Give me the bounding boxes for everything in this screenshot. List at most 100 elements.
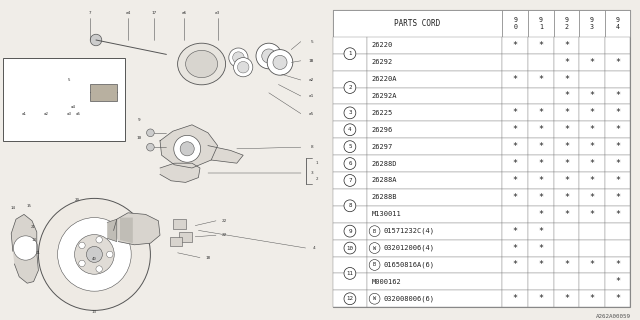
- Circle shape: [33, 83, 60, 109]
- Text: 7: 7: [348, 178, 351, 183]
- Bar: [579, 87, 605, 104]
- Text: *: *: [615, 125, 620, 134]
- Text: *: *: [513, 244, 518, 252]
- Text: 6: 6: [348, 161, 351, 166]
- Circle shape: [344, 293, 356, 305]
- Text: a2: a2: [308, 78, 314, 82]
- Bar: [605, 104, 630, 121]
- Text: *: *: [589, 176, 595, 185]
- Circle shape: [79, 260, 85, 267]
- Text: 2: 2: [315, 177, 317, 181]
- Bar: [502, 10, 528, 37]
- Bar: [528, 104, 554, 121]
- Bar: [528, 240, 554, 257]
- Text: *: *: [513, 294, 518, 303]
- Circle shape: [262, 49, 276, 63]
- Text: 12: 12: [31, 238, 36, 242]
- Bar: [333, 138, 367, 155]
- Bar: [554, 54, 579, 71]
- Text: *: *: [589, 58, 595, 67]
- Text: 22: 22: [221, 233, 227, 237]
- Circle shape: [369, 243, 380, 253]
- Text: 9
2: 9 2: [564, 17, 568, 30]
- Text: *: *: [615, 176, 620, 185]
- Text: B: B: [373, 229, 376, 234]
- Circle shape: [147, 143, 154, 151]
- Bar: [367, 189, 502, 206]
- Circle shape: [86, 246, 102, 262]
- Circle shape: [180, 142, 195, 156]
- Circle shape: [67, 87, 71, 92]
- Text: *: *: [538, 108, 543, 117]
- Bar: [554, 121, 579, 138]
- Bar: [605, 138, 630, 155]
- Polygon shape: [120, 218, 133, 243]
- Bar: [605, 10, 630, 37]
- Text: a5: a5: [308, 112, 314, 116]
- Text: M130011: M130011: [372, 211, 401, 217]
- Bar: [502, 189, 528, 206]
- Bar: [502, 273, 528, 290]
- Bar: [528, 37, 554, 54]
- Circle shape: [10, 83, 37, 109]
- Text: 3: 3: [348, 110, 351, 115]
- Text: 9: 9: [138, 118, 141, 122]
- Circle shape: [64, 96, 73, 105]
- Bar: [502, 54, 528, 71]
- Text: *: *: [538, 294, 543, 303]
- Circle shape: [273, 55, 287, 69]
- Bar: [579, 223, 605, 240]
- Circle shape: [344, 158, 356, 170]
- Circle shape: [40, 89, 54, 103]
- Text: 17: 17: [151, 11, 156, 15]
- Circle shape: [58, 218, 131, 291]
- Text: *: *: [513, 227, 518, 236]
- Bar: [528, 172, 554, 189]
- Circle shape: [96, 236, 102, 243]
- Text: 26220: 26220: [372, 42, 393, 48]
- Bar: [367, 138, 502, 155]
- Text: 4: 4: [312, 246, 315, 250]
- Polygon shape: [160, 125, 218, 168]
- Text: 9
0: 9 0: [513, 17, 517, 30]
- Bar: [367, 223, 502, 240]
- Text: *: *: [615, 159, 620, 168]
- Bar: [554, 87, 579, 104]
- Bar: [579, 121, 605, 138]
- Bar: [333, 240, 367, 257]
- Text: *: *: [615, 58, 620, 67]
- Text: 15: 15: [26, 204, 31, 208]
- Text: a3: a3: [215, 11, 220, 15]
- Text: 7: 7: [88, 11, 91, 15]
- Bar: [605, 257, 630, 273]
- Polygon shape: [108, 219, 116, 242]
- Bar: [579, 104, 605, 121]
- Text: 1: 1: [315, 161, 317, 165]
- Bar: [333, 155, 367, 172]
- Bar: [554, 189, 579, 206]
- Text: *: *: [513, 41, 518, 50]
- Text: *: *: [513, 75, 518, 84]
- Bar: [579, 189, 605, 206]
- Bar: [579, 172, 605, 189]
- Bar: [367, 54, 502, 71]
- Text: *: *: [615, 142, 620, 151]
- Bar: [554, 273, 579, 290]
- Text: a1: a1: [308, 94, 314, 98]
- Bar: [502, 206, 528, 223]
- Circle shape: [174, 135, 201, 162]
- Text: *: *: [564, 176, 569, 185]
- Bar: [605, 172, 630, 189]
- Text: 01571232C(4): 01571232C(4): [383, 228, 435, 234]
- Text: *: *: [589, 142, 595, 151]
- Text: 26292: 26292: [372, 59, 393, 65]
- Text: 26220A: 26220A: [372, 76, 397, 82]
- Bar: [367, 155, 502, 172]
- Text: 9
3: 9 3: [590, 17, 594, 30]
- Bar: [579, 10, 605, 37]
- Text: *: *: [589, 125, 595, 134]
- Text: *: *: [615, 277, 620, 286]
- Text: *: *: [564, 210, 569, 219]
- Text: 11: 11: [36, 251, 41, 255]
- Text: 26288B: 26288B: [372, 194, 397, 200]
